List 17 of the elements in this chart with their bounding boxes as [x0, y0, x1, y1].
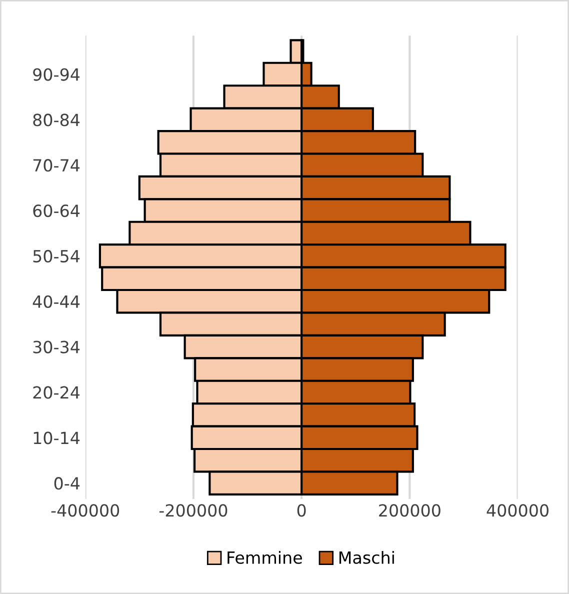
x-tick-label: -400000 — [51, 504, 120, 517]
x-tick-label: 200000 — [379, 504, 440, 517]
y-tick-label: 70-74 — [33, 159, 80, 172]
x-tick-label: 0 — [297, 504, 306, 517]
x-tick-label: -200000 — [159, 504, 228, 517]
y-tick-label: 0-4 — [54, 477, 80, 490]
y-tick-label: 20-24 — [33, 386, 80, 399]
y-tick-label: 50-54 — [33, 250, 80, 263]
legend-label: Femmine — [228, 551, 302, 564]
y-tick-label: 40-44 — [32, 295, 80, 308]
y-tick-label: 60-64 — [33, 204, 80, 218]
y-tick-label: 30-34 — [33, 340, 80, 354]
legend-label: Maschi — [339, 551, 394, 564]
y-tick-label: 10-14 — [34, 432, 80, 444]
x-tick-label: 400000 — [486, 504, 548, 517]
y-tick-label: 90-94 — [33, 68, 80, 81]
y-tick-label: 80-84 — [33, 114, 80, 126]
